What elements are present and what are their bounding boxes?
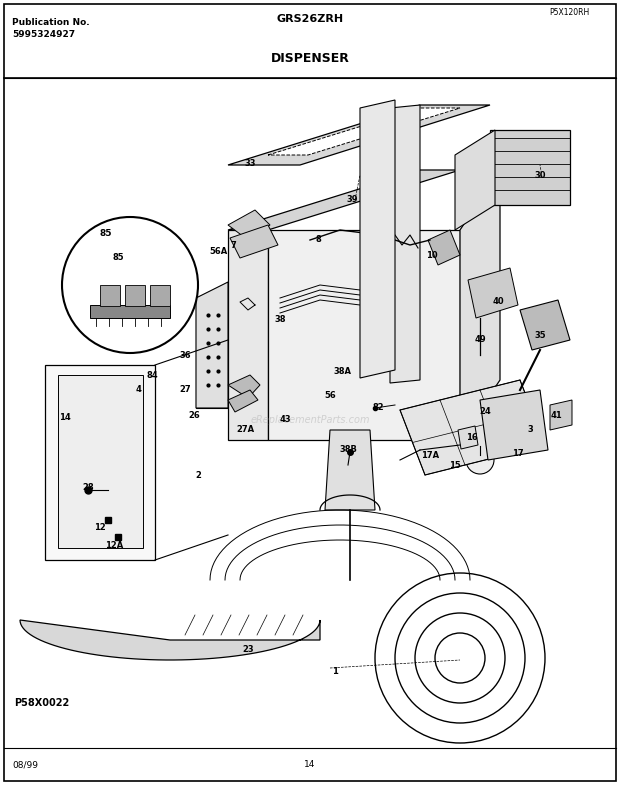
Text: 28: 28 — [82, 484, 94, 492]
Text: 82: 82 — [372, 403, 384, 412]
Polygon shape — [90, 305, 170, 318]
Text: P58X0022: P58X0022 — [14, 698, 69, 708]
Text: 23: 23 — [242, 645, 254, 655]
Polygon shape — [268, 230, 460, 440]
Text: 15: 15 — [449, 462, 461, 470]
Text: 12: 12 — [94, 523, 106, 531]
Polygon shape — [100, 285, 120, 306]
Text: 14: 14 — [304, 760, 316, 769]
Polygon shape — [125, 285, 145, 306]
Text: Publication No.: Publication No. — [12, 18, 90, 27]
Circle shape — [62, 217, 198, 353]
Text: 33: 33 — [244, 159, 255, 169]
Text: 85: 85 — [100, 228, 112, 238]
Polygon shape — [150, 285, 170, 306]
Polygon shape — [520, 300, 570, 350]
Text: 43: 43 — [279, 415, 291, 425]
Polygon shape — [325, 430, 375, 510]
Polygon shape — [196, 298, 228, 408]
Text: 26: 26 — [188, 411, 200, 419]
Polygon shape — [228, 230, 268, 440]
Text: 35: 35 — [534, 330, 546, 339]
Polygon shape — [490, 130, 570, 205]
Polygon shape — [228, 105, 490, 165]
Text: 49: 49 — [474, 335, 486, 345]
Text: 7: 7 — [230, 240, 236, 250]
Text: 2: 2 — [195, 472, 201, 480]
Text: 17: 17 — [512, 448, 524, 458]
Polygon shape — [20, 620, 320, 660]
Polygon shape — [45, 365, 155, 560]
Text: 10: 10 — [426, 250, 438, 260]
Text: 40: 40 — [492, 298, 504, 306]
Polygon shape — [228, 170, 460, 230]
Text: 24: 24 — [479, 407, 491, 417]
Polygon shape — [458, 426, 478, 449]
Polygon shape — [468, 268, 518, 318]
Text: 56A: 56A — [209, 247, 227, 257]
Text: P5X120RH: P5X120RH — [550, 8, 590, 17]
Text: 17A: 17A — [421, 451, 439, 459]
Text: DISPENSER: DISPENSER — [270, 52, 350, 65]
Polygon shape — [460, 170, 500, 440]
Polygon shape — [196, 282, 228, 408]
Text: 14: 14 — [59, 414, 71, 422]
Text: 36: 36 — [179, 350, 191, 360]
Text: 38A: 38A — [333, 367, 351, 377]
Text: 1: 1 — [332, 667, 338, 677]
Text: 12A: 12A — [105, 541, 123, 550]
Text: 8: 8 — [315, 236, 321, 244]
Text: 38: 38 — [274, 316, 286, 324]
Polygon shape — [268, 108, 460, 155]
Text: 4: 4 — [135, 385, 141, 395]
Text: 08/99: 08/99 — [12, 760, 38, 769]
Polygon shape — [428, 230, 460, 265]
Polygon shape — [230, 225, 278, 258]
Text: 16: 16 — [466, 433, 478, 443]
Polygon shape — [455, 130, 495, 230]
Text: 39: 39 — [346, 195, 358, 205]
Circle shape — [466, 446, 494, 474]
Polygon shape — [390, 105, 420, 383]
Text: 5995324927: 5995324927 — [12, 30, 75, 39]
Polygon shape — [360, 100, 395, 378]
Text: GRS26ZRH: GRS26ZRH — [277, 14, 343, 24]
Text: 38B: 38B — [339, 446, 357, 455]
Text: 30: 30 — [534, 170, 546, 180]
Text: 27A: 27A — [236, 425, 254, 435]
Text: 84: 84 — [146, 371, 158, 379]
Text: 27: 27 — [179, 385, 191, 395]
Polygon shape — [228, 210, 270, 240]
Text: 41: 41 — [550, 411, 562, 419]
Polygon shape — [480, 390, 548, 460]
Polygon shape — [228, 375, 260, 398]
Text: 85: 85 — [112, 254, 124, 262]
Polygon shape — [58, 375, 143, 548]
Polygon shape — [550, 400, 572, 430]
Text: 3: 3 — [527, 425, 533, 435]
Text: 56: 56 — [324, 390, 336, 400]
Text: eReplacementParts.com: eReplacementParts.com — [250, 415, 370, 425]
Polygon shape — [228, 390, 258, 412]
Polygon shape — [400, 380, 545, 475]
